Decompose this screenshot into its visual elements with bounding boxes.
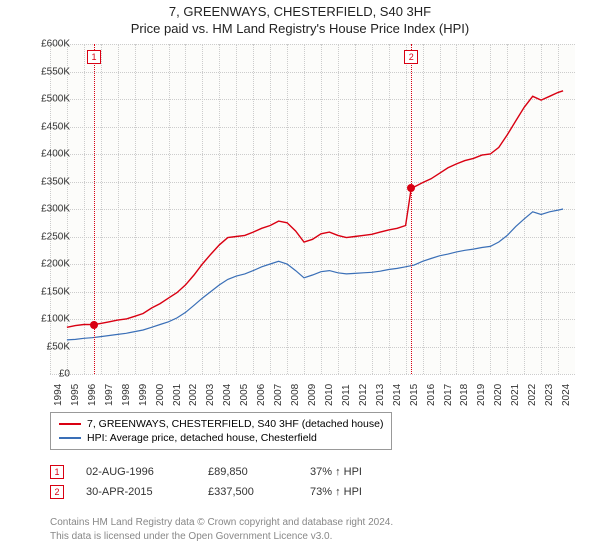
title-address: 7, GREENWAYS, CHESTERFIELD, S40 3HF: [0, 4, 600, 19]
marker-number-box: 1: [87, 50, 101, 64]
chart-plot-area: 12: [50, 44, 575, 374]
xtick-label: 2018: [459, 384, 470, 406]
xtick-label: 1994: [53, 384, 64, 406]
sales-pct: 73% ↑ HPI: [310, 486, 410, 498]
sales-pct: 37% ↑ HPI: [310, 466, 410, 478]
sales-date: 30-APR-2015: [86, 486, 186, 498]
xtick-label: 2008: [290, 384, 301, 406]
footer: Contains HM Land Registry data © Crown c…: [50, 516, 393, 543]
ytick-label: £400K: [25, 149, 70, 160]
ytick-label: £250K: [25, 231, 70, 242]
ytick-label: £450K: [25, 121, 70, 132]
xtick-label: 2021: [510, 384, 521, 406]
ytick-label: £600K: [25, 39, 70, 50]
sales-marker-box: 1: [50, 465, 64, 479]
marker-vline: [411, 44, 412, 374]
footer-line2: This data is licensed under the Open Gov…: [50, 530, 393, 544]
footer-line1: Contains HM Land Registry data © Crown c…: [50, 516, 393, 530]
xtick-label: 2020: [493, 384, 504, 406]
xtick-label: 2007: [273, 384, 284, 406]
xtick-label: 1998: [121, 384, 132, 406]
marker-dot: [90, 321, 98, 329]
xtick-label: 2009: [307, 384, 318, 406]
xtick-label: 2011: [341, 384, 352, 406]
xtick-label: 2013: [375, 384, 386, 406]
xtick-label: 2012: [358, 384, 369, 406]
sales-row: 1 02-AUG-1996 £89,850 37% ↑ HPI: [50, 462, 410, 482]
xtick-label: 2004: [222, 384, 233, 406]
marker-dot: [407, 184, 415, 192]
legend: 7, GREENWAYS, CHESTERFIELD, S40 3HF (det…: [50, 412, 392, 450]
ytick-label: £300K: [25, 204, 70, 215]
xtick-label: 2016: [426, 384, 437, 406]
gridline-h: [50, 374, 575, 375]
xtick-label: 2006: [256, 384, 267, 406]
chart-container: 7, GREENWAYS, CHESTERFIELD, S40 3HF Pric…: [0, 0, 600, 560]
sales-price: £337,500: [208, 486, 288, 498]
xtick-label: 1997: [104, 384, 115, 406]
xtick-label: 2019: [476, 384, 487, 406]
xtick-label: 2015: [409, 384, 420, 406]
series-line: [67, 209, 563, 340]
sales-marker-box: 2: [50, 485, 64, 499]
xtick-label: 2017: [443, 384, 454, 406]
chart-lines: [50, 44, 575, 374]
xtick-label: 2001: [172, 384, 183, 406]
xtick-label: 2022: [527, 384, 538, 406]
xtick-label: 1999: [138, 384, 149, 406]
ytick-label: £0: [25, 369, 70, 380]
sales-table: 1 02-AUG-1996 £89,850 37% ↑ HPI 2 30-APR-2015…: [50, 462, 410, 502]
ytick-label: £50K: [25, 341, 70, 352]
xtick-label: 1995: [70, 384, 81, 406]
ytick-label: £350K: [25, 176, 70, 187]
ytick-label: £550K: [25, 66, 70, 77]
ytick-label: £100K: [25, 314, 70, 325]
legend-row: 7, GREENWAYS, CHESTERFIELD, S40 3HF (det…: [59, 417, 383, 431]
xtick-label: 2023: [544, 384, 555, 406]
series-line: [67, 91, 563, 327]
xtick-label: 2010: [324, 384, 335, 406]
xtick-label: 2000: [155, 384, 166, 406]
xtick-label: 2024: [561, 384, 572, 406]
legend-row: HPI: Average price, detached house, Ches…: [59, 431, 383, 445]
legend-label: 7, GREENWAYS, CHESTERFIELD, S40 3HF (det…: [87, 418, 383, 430]
ytick-label: £500K: [25, 94, 70, 105]
legend-swatch: [59, 423, 81, 425]
xtick-label: 2002: [188, 384, 199, 406]
marker-number-box: 2: [404, 50, 418, 64]
ytick-label: £150K: [25, 286, 70, 297]
xtick-label: 2003: [205, 384, 216, 406]
legend-label: HPI: Average price, detached house, Ches…: [87, 432, 317, 444]
legend-swatch: [59, 437, 81, 439]
sales-price: £89,850: [208, 466, 288, 478]
title-block: 7, GREENWAYS, CHESTERFIELD, S40 3HF Pric…: [0, 0, 600, 36]
xtick-label: 2014: [392, 384, 403, 406]
xtick-label: 1996: [87, 384, 98, 406]
title-subtitle: Price paid vs. HM Land Registry's House …: [0, 21, 600, 36]
xtick-label: 2005: [239, 384, 250, 406]
sales-row: 2 30-APR-2015 £337,500 73% ↑ HPI: [50, 482, 410, 502]
sales-date: 02-AUG-1996: [86, 466, 186, 478]
ytick-label: £200K: [25, 259, 70, 270]
